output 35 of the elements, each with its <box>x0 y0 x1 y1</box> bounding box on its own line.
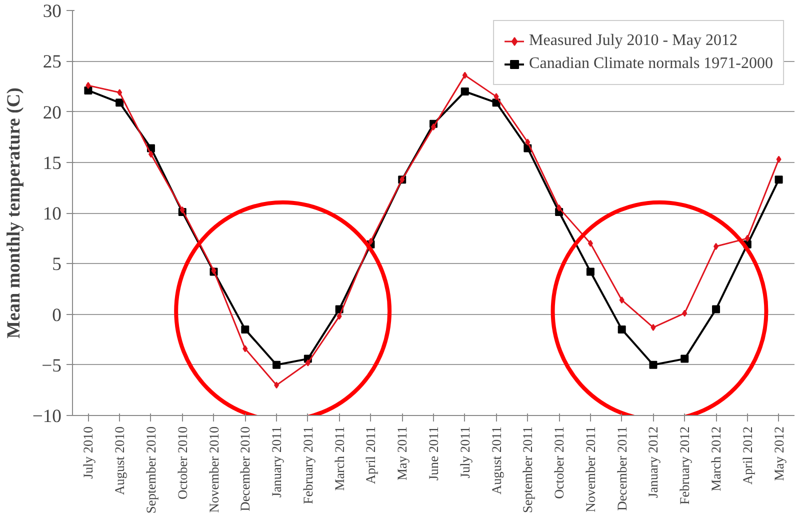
y-tick-label: 5 <box>52 254 62 276</box>
x-tick-label: December 2010 <box>238 426 253 512</box>
x-tick-label: February 2012 <box>677 426 692 505</box>
x-tick-label: January 2011 <box>269 426 284 498</box>
x-tick-label: August 2010 <box>112 426 128 495</box>
y-tick-label: 20 <box>42 102 62 124</box>
x-tick-label: October 2011 <box>552 426 567 499</box>
x-tick-label: March 2012 <box>708 426 724 492</box>
x-tick-label: December 2011 <box>614 426 630 511</box>
x-tick-label: November 2010 <box>206 426 222 513</box>
x-tick-label: November 2011 <box>582 426 598 512</box>
y-tick-label: 25 <box>42 52 62 73</box>
x-tick-label: May 2012 <box>771 426 786 481</box>
y-axis-title: Mean monthly temperature (C) <box>3 88 24 338</box>
x-tick-label: July 2010 <box>80 426 96 479</box>
x-tick-label: October 2010 <box>174 426 190 500</box>
y-tick-label: 0 <box>52 304 62 326</box>
x-tick-label: May 2011 <box>394 426 410 480</box>
x-tick-label: February 2011 <box>300 426 316 504</box>
x-tick-label: July 2011 <box>457 426 472 478</box>
x-tick-label: September 2011 <box>520 426 536 513</box>
x-tick-label: April 2011 <box>363 426 378 484</box>
x-tick-label: August 2011 <box>488 426 504 494</box>
x-tick-label: September 2010 <box>143 426 158 514</box>
x-tick-label: June 2011 <box>426 426 441 480</box>
legend-label: Canadian Climate normals 1971-2000 <box>529 55 773 73</box>
y-tick-label: −5 <box>42 355 62 376</box>
x-tick-label: March 2011 <box>332 426 347 491</box>
y-tick-label: 10 <box>42 204 62 224</box>
x-tick-label: April 2012 <box>740 426 755 485</box>
x-tick-label: January 2012 <box>646 426 661 498</box>
legend-label: Measured July 2010 - May 2012 <box>529 32 738 50</box>
y-tick-label: 15 <box>42 152 62 174</box>
y-tick-label: 30 <box>42 1 62 22</box>
y-tick-label: −10 <box>32 406 62 427</box>
